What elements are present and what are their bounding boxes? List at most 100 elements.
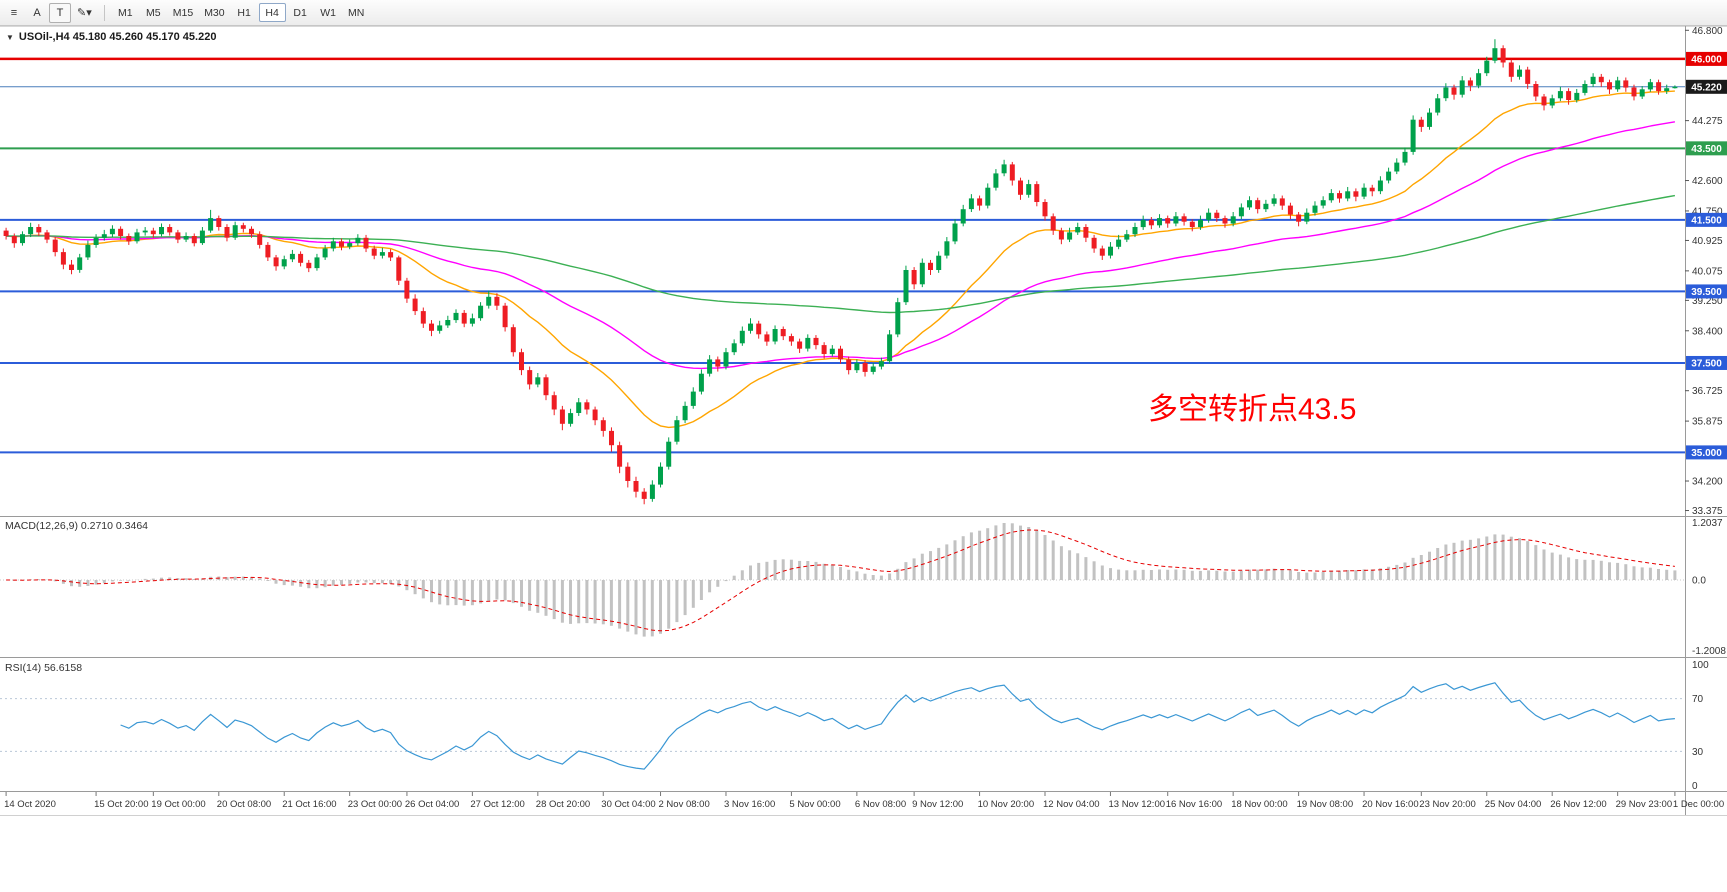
shapes-tool-icon[interactable]: ✎▾	[72, 3, 97, 23]
price-badge	[1686, 79, 1727, 94]
timeframe-button-d1[interactable]: D1	[287, 3, 314, 22]
time-axis-label: 21 Oct 16:00	[282, 799, 336, 810]
time-axis-label: 25 Nov 04:00	[1485, 799, 1542, 810]
time-axis-label: 13 Nov 12:00	[1109, 799, 1166, 810]
price-badge-label: 45.220	[1691, 82, 1722, 93]
time-axis-label: 15 Oct 20:00	[94, 799, 148, 810]
macd-axis: 1.2037 0.0 -1.2008	[1692, 518, 1726, 657]
timeframe-button-w1[interactable]: W1	[315, 3, 342, 22]
price-axis-label: 33.375	[1692, 506, 1723, 517]
price-axis-label: 34.200	[1692, 477, 1723, 488]
candlestick-series	[3, 39, 1678, 505]
chart-annotation-text: 多空转折点43.5	[1148, 393, 1357, 426]
time-axis-label: 12 Nov 04:00	[1043, 799, 1100, 810]
time-axis-label: 23 Nov 20:00	[1419, 799, 1476, 810]
price-badge-label: 41.500	[1691, 215, 1722, 226]
time-axis-label: 6 Nov 08:00	[855, 799, 906, 810]
toolbar-separator	[103, 4, 105, 21]
panel-separators	[0, 26, 1727, 816]
macd-indicator-label: MACD(12,26,9) 0.2710 0.3464	[5, 520, 149, 532]
time-axis-label: 26 Nov 12:00	[1550, 799, 1607, 810]
timeframe-button-m30[interactable]: M30	[199, 3, 229, 22]
time-axis-label: 20 Oct 08:00	[217, 799, 271, 810]
timeframe-button-m1[interactable]: M1	[112, 3, 139, 22]
time-axis-label: 23 Oct 00:00	[348, 799, 402, 810]
price-badge-label: 46.000	[1691, 54, 1722, 65]
timeframe-toolbar: M1 M5 M15 M30 H1 H4 D1 W1 MN	[112, 3, 370, 22]
price-axis-label: 46.800	[1692, 26, 1723, 37]
time-axis-label: 10 Nov 20:00	[978, 799, 1035, 810]
price-axis-label: 39.250	[1692, 296, 1723, 307]
collapse-arrow-icon[interactable]: ▼	[6, 32, 14, 42]
price-badge	[1686, 141, 1727, 156]
time-axis-label: 30 Oct 04:00	[601, 799, 655, 810]
fast-ma-line	[6, 90, 1675, 429]
timeframe-button-h1[interactable]: H1	[231, 3, 258, 22]
timeframe-button-mn[interactable]: MN	[343, 3, 370, 22]
price-badge-label: 35.000	[1691, 448, 1722, 459]
time-axis-label: 1 Dec 00:00	[1673, 799, 1724, 810]
time-axis-label: 27 Oct 12:00	[470, 799, 524, 810]
price-axis-label: 38.400	[1692, 326, 1723, 337]
horizontal-level-lines[interactable]	[0, 57, 1685, 454]
price-badge	[1686, 212, 1727, 227]
macd-axis-label: -1.2008	[1692, 646, 1726, 657]
mid-ma-line	[6, 121, 1676, 370]
toolbar: ≡ A T ✎▾ M1 M5 M15 M30 H1 H4 D1 W1 MN	[0, 0, 1727, 26]
time-axis-label: 14 Oct 2020	[4, 799, 56, 810]
rsi-axis-label: 70	[1692, 694, 1704, 705]
price-badge	[1686, 445, 1727, 460]
rsi-axis-label: 0	[1692, 781, 1698, 792]
symbol-info-text: USOil-,H4 45.180 45.260 45.170 45.220	[18, 31, 217, 43]
price-badge	[1686, 51, 1727, 66]
time-axis-label: 5 Nov 00:00	[789, 799, 840, 810]
price-badge-label: 39.500	[1691, 287, 1722, 298]
timeframe-button-m5[interactable]: M5	[140, 3, 167, 22]
chart-list-icon[interactable]: ≡	[3, 3, 25, 23]
rsi-level-lines	[0, 698, 1685, 752]
price-axis-label: 41.750	[1692, 206, 1723, 217]
time-axis-label: 18 Nov 00:00	[1231, 799, 1288, 810]
timeframe-button-m15[interactable]: M15	[168, 3, 198, 22]
price-axis-label: 42.600	[1692, 176, 1723, 187]
macd-histogram	[12, 523, 1677, 637]
time-axis-label: 2 Nov 08:00	[659, 799, 710, 810]
rsi-axis: 100 70 30 0	[1692, 660, 1709, 792]
text-tool-icon[interactable]: T	[49, 2, 71, 23]
price-badge	[1686, 355, 1727, 370]
price-axis-label: 36.725	[1692, 386, 1723, 397]
rsi-indicator-label: RSI(14) 56.6158	[5, 662, 83, 674]
price-badge-label: 37.500	[1691, 358, 1722, 369]
time-axis-label: 26 Oct 04:00	[405, 799, 459, 810]
price-badge-label: 43.500	[1691, 144, 1722, 155]
time-axis-label: 28 Oct 20:00	[536, 799, 590, 810]
time-axis[interactable]: 14 Oct 2020 15 Oct 20:00 19 Oct 00:00 20 Oc…	[4, 792, 1724, 810]
time-axis-label: 29 Nov 23:00	[1616, 799, 1673, 810]
time-axis-label: 9 Nov 12:00	[912, 799, 963, 810]
price-axis-label: 40.075	[1692, 266, 1723, 277]
macd-axis-label: 0.0	[1692, 576, 1706, 587]
price-badge	[1686, 284, 1727, 299]
price-axis-label: 40.925	[1692, 236, 1723, 247]
rsi-line	[120, 682, 1675, 770]
slow-ma-line	[6, 194, 1676, 314]
timeframe-button-h4[interactable]: H4	[258, 3, 286, 22]
macd-axis-label: 1.2037	[1692, 518, 1723, 529]
rsi-axis-label: 100	[1692, 660, 1709, 671]
drawing-tools-group: ≡ A T ✎▾	[3, 2, 97, 23]
time-axis-label: 3 Nov 16:00	[724, 799, 775, 810]
macd-signal-line	[6, 529, 1675, 632]
time-axis-label: 20 Nov 16:00	[1362, 799, 1419, 810]
rsi-axis-label: 30	[1692, 747, 1704, 758]
symbol-header: ▼ USOil-,H4 45.180 45.260 45.170 45.220	[6, 31, 216, 43]
time-axis-label: 19 Oct 00:00	[151, 799, 205, 810]
price-axis: 46.800 44.275 42.600 41.750 40.925 40.075 39.2…	[1685, 26, 1727, 517]
price-axis-label: 44.275	[1692, 116, 1723, 127]
price-axis-label: 35.875	[1692, 417, 1723, 428]
time-axis-label: 16 Nov 16:00	[1166, 799, 1223, 810]
time-axis-label: 19 Nov 08:00	[1297, 799, 1354, 810]
moving-averages	[6, 90, 1676, 429]
cursor-tool-icon[interactable]: A	[26, 3, 48, 23]
